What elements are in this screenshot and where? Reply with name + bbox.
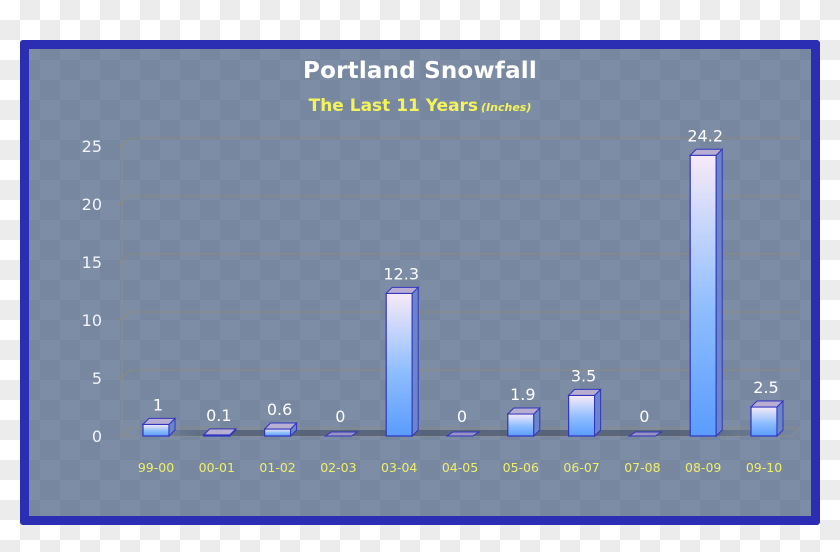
subtitle-text: The Last 11 Years [308,96,479,116]
y-axis-ticks: 0 5 10 15 20 25 [82,137,102,446]
bar-02-03: 0 [323,407,360,437]
x-tick-label: 04-05 [442,460,478,475]
gridline [118,253,800,263]
chart-frame [20,40,820,525]
y-tick-label: 20 [82,195,102,214]
gridline [118,137,800,147]
data-label: 12.3 [383,264,419,283]
x-tick-label: 02-03 [320,460,356,475]
bar-01-02: 0.6 [263,400,298,438]
x-axis-ticks: 99-00 00-01 01-02 02-03 03-04 04-05 05-06 06-07… [138,460,782,475]
gridline [118,427,800,437]
x-tick-label: 07-08 [624,460,660,475]
data-label: 1.9 [510,385,535,404]
bar-09-10: 2.5 [749,378,785,438]
x-tick-label: 00-01 [199,460,235,475]
gridline [118,369,800,379]
x-tick-label: 06-07 [563,460,599,475]
y-tick-label: 0 [92,427,102,446]
data-label: 24.2 [687,126,723,145]
bars: 1 0.1 0.6 0 12.3 0 1.9 3.5 0 24.2 2.5 [141,126,785,438]
x-tick-label: 05-06 [503,460,539,475]
data-label: 0.1 [206,406,231,425]
bar-04-05: 0 [445,407,481,437]
bar-06-07: 3.5 [567,366,602,438]
x-tick-label: 08-09 [685,460,721,475]
bar-08-09: 24.2 [687,126,724,438]
gridline [118,195,800,205]
x-tick-label: 01-02 [259,460,295,475]
x-tick-label: 09-10 [746,460,782,475]
data-label: 3.5 [571,366,596,385]
y-tick-label: 15 [82,253,102,272]
data-label: 0 [639,407,649,426]
data-label: 2.5 [753,378,778,397]
bar-07-08: 0 [627,407,664,437]
data-label: 1 [153,395,163,414]
bar-99-00: 1 [141,395,177,438]
x-tick-label: 99-00 [138,460,174,475]
data-label: 0.6 [267,400,292,419]
bar-05-06: 1.9 [506,385,542,438]
y-tick-label: 25 [82,137,102,156]
data-label: 0 [335,407,345,426]
data-label: 0 [457,407,467,426]
units-label: (Inches) [481,101,532,114]
chart-subtitle: The Last 11 Years (Inches) [0,96,840,116]
y-tick-label: 5 [92,369,102,388]
y-tick-label: 10 [82,311,102,330]
x-tick-label: 03-04 [381,460,417,475]
bar-00-01: 0.1 [202,406,238,438]
gridline [118,311,800,321]
bar-03-04: 12.3 [383,264,420,438]
chart-title: Portland Snowfall [303,58,537,84]
